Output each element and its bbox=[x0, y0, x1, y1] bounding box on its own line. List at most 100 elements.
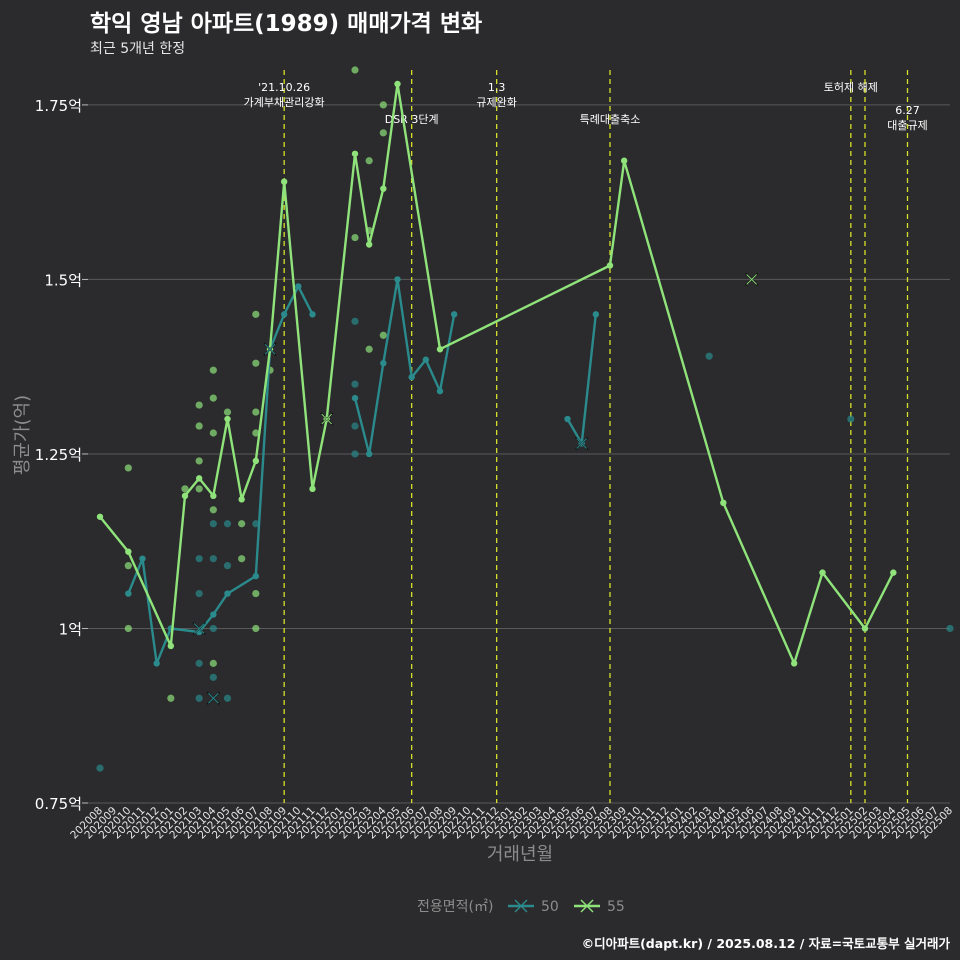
trade-point bbox=[167, 694, 175, 702]
series-point-55 bbox=[890, 569, 897, 576]
y-axis-title: 평균가(억) bbox=[12, 395, 33, 475]
trade-point bbox=[351, 233, 359, 242]
series-point-50 bbox=[394, 276, 401, 283]
trade-point bbox=[379, 331, 387, 339]
series-point-50 bbox=[380, 360, 387, 367]
marker-stroke bbox=[264, 343, 276, 355]
trade-point bbox=[238, 520, 246, 528]
trade-point bbox=[379, 129, 387, 137]
single-trade-marker bbox=[192, 621, 206, 636]
series-point-50 bbox=[422, 356, 430, 363]
trade-point bbox=[195, 694, 203, 702]
series-point-55 bbox=[252, 457, 260, 465]
trade-point bbox=[96, 764, 104, 772]
trade-point bbox=[252, 520, 260, 528]
series-line-50 bbox=[566, 314, 597, 445]
legend-title: 전용면적(㎡) bbox=[417, 899, 493, 915]
marker-stroke bbox=[193, 623, 205, 634]
single-trade-marker bbox=[575, 436, 589, 451]
event-label: 6.27 bbox=[895, 104, 920, 117]
trade-point bbox=[209, 555, 217, 563]
event-label: 가계부채관리강화 bbox=[244, 96, 325, 109]
event-label: 특례대출축소 bbox=[580, 113, 641, 126]
trade-point bbox=[351, 66, 359, 74]
trade-point bbox=[209, 506, 217, 514]
trade-point bbox=[195, 485, 203, 493]
series-point-55 bbox=[365, 241, 373, 248]
y-tick-label: 1.5억 bbox=[44, 271, 82, 289]
series-line-50 bbox=[127, 285, 314, 665]
trade-point bbox=[209, 659, 217, 667]
chart-subtitle: 최근 5개년 한정 bbox=[90, 41, 186, 57]
trade-point bbox=[195, 457, 203, 465]
trade-point bbox=[181, 485, 189, 493]
series-point-50 bbox=[592, 311, 600, 318]
trade-point bbox=[847, 415, 855, 423]
legend: 전용면적(㎡) 50 55 bbox=[417, 899, 625, 915]
series-point-55 bbox=[351, 150, 359, 157]
series-point-50 bbox=[450, 311, 458, 318]
legend-key-x bbox=[514, 899, 528, 913]
series-line-50 bbox=[353, 278, 456, 456]
trade-point bbox=[351, 450, 359, 458]
marker-stroke bbox=[576, 438, 588, 449]
series-point-55 bbox=[861, 625, 869, 632]
trade-point bbox=[223, 562, 232, 570]
series-point-50 bbox=[153, 660, 160, 667]
series-point-55 bbox=[620, 157, 628, 164]
trade-point bbox=[223, 520, 232, 528]
event-label: 토허제 해제 bbox=[824, 80, 878, 94]
series-point-50 bbox=[408, 373, 415, 381]
series-point-55 bbox=[238, 496, 245, 503]
series-point-55 bbox=[309, 485, 316, 493]
y-tick-label: 1억 bbox=[59, 620, 82, 638]
trade-point bbox=[195, 422, 203, 430]
trade-point bbox=[379, 101, 387, 109]
series-point-50 bbox=[295, 283, 302, 290]
series-point-55 bbox=[394, 80, 401, 88]
single-trade-marker bbox=[206, 691, 220, 705]
series-point-55 bbox=[790, 660, 798, 667]
single-trade-marker bbox=[263, 342, 277, 356]
series-point-55 bbox=[606, 262, 614, 269]
trade-point bbox=[238, 555, 246, 563]
trade-point bbox=[252, 408, 260, 416]
series-point-55 bbox=[819, 569, 826, 576]
trade-point bbox=[351, 317, 359, 325]
series-point-55 bbox=[125, 548, 132, 555]
chart-title: 학익 영남 아파트(1989) 매매가격 변화 bbox=[90, 11, 483, 37]
trade-point bbox=[252, 429, 260, 437]
source-credit: ©디아파트(dapt.kr) / 2025.08.12 / 자료=국토교통부 실… bbox=[581, 936, 950, 951]
trade-point bbox=[195, 659, 203, 667]
x-axis-title: 거래년월 bbox=[487, 844, 553, 865]
legend-key-x bbox=[580, 899, 594, 913]
series-point-55 bbox=[195, 475, 203, 482]
single-trade-marker bbox=[745, 272, 759, 287]
trade-point bbox=[365, 345, 373, 353]
trade-point bbox=[351, 422, 359, 430]
series-point-55 bbox=[224, 415, 231, 423]
event-label: 대출규제 bbox=[887, 119, 927, 132]
trade-point bbox=[252, 310, 260, 318]
series-point-55 bbox=[380, 185, 387, 192]
series-point-50 bbox=[309, 311, 316, 318]
trade-point bbox=[209, 624, 217, 633]
trade-point bbox=[195, 555, 203, 563]
trade-point bbox=[252, 624, 260, 633]
trade-point bbox=[252, 359, 260, 367]
marker-stroke bbox=[207, 692, 219, 704]
trade-point bbox=[209, 429, 217, 437]
series-point-50 bbox=[351, 394, 359, 402]
trade-point bbox=[252, 589, 260, 598]
trade-point bbox=[209, 520, 217, 528]
series-point-55 bbox=[720, 499, 727, 507]
trade-point bbox=[946, 624, 954, 633]
event-label: DSR 3단계 bbox=[385, 113, 439, 126]
single-trade-marker bbox=[320, 412, 334, 426]
trade-point bbox=[195, 401, 203, 409]
series-point-55 bbox=[96, 513, 104, 520]
y-tick-label: 1.75억 bbox=[35, 97, 82, 115]
event-label: 규제완화 bbox=[476, 96, 516, 109]
trade-point bbox=[209, 394, 217, 402]
